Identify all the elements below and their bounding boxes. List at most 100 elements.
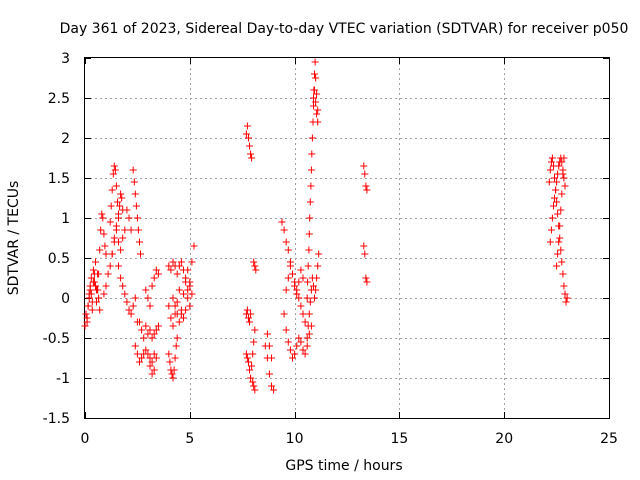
data-point (104, 270, 112, 278)
data-point (553, 198, 561, 206)
data-point (150, 366, 158, 374)
data-point (100, 290, 108, 298)
data-point (562, 298, 570, 306)
grid-lines (85, 58, 609, 418)
x-tick-label: 10 (286, 431, 304, 447)
data-point (182, 306, 190, 314)
data-point (250, 338, 258, 346)
data-point (115, 238, 122, 246)
data-point (87, 290, 95, 298)
data-point (558, 158, 566, 166)
data-point (284, 338, 292, 346)
data-point (142, 322, 150, 330)
data-point (152, 354, 160, 362)
data-points (81, 58, 571, 394)
data-point (247, 150, 255, 158)
data-point (361, 170, 369, 178)
data-point (117, 274, 125, 282)
y-tick-label: 3 (61, 51, 70, 67)
data-point (246, 142, 253, 150)
data-point (280, 310, 288, 318)
data-point (311, 70, 318, 78)
data-point (243, 306, 251, 314)
data-point (140, 334, 148, 342)
data-point (150, 330, 158, 338)
data-point (546, 238, 554, 246)
data-point (82, 310, 90, 318)
data-point (171, 310, 179, 318)
data-point (81, 322, 89, 330)
data-point (83, 314, 91, 322)
data-point (152, 326, 160, 334)
data-point (363, 278, 371, 286)
data-point (312, 98, 320, 106)
data-point (311, 86, 318, 94)
data-point (148, 334, 156, 342)
data-point (177, 310, 185, 318)
data-point (246, 318, 253, 326)
data-point (148, 370, 156, 378)
data-point (154, 322, 162, 330)
data-point (152, 266, 160, 274)
data-point (305, 330, 313, 338)
data-point (314, 106, 322, 114)
data-point (186, 302, 194, 310)
data-point (142, 286, 150, 294)
data-point (251, 262, 259, 270)
data-point (295, 294, 303, 302)
data-point (314, 262, 322, 270)
data-point (286, 346, 294, 354)
y-tick-label: 2.5 (48, 91, 70, 107)
data-point (101, 242, 109, 250)
data-point (146, 354, 154, 362)
data-point (551, 174, 558, 182)
data-point (299, 346, 307, 354)
data-point (121, 226, 129, 234)
x-tick-label: 15 (390, 431, 408, 447)
data-point (166, 358, 174, 366)
data-point (554, 210, 562, 218)
y-tick-label: 1.5 (48, 171, 70, 187)
data-point (248, 362, 256, 370)
data-point (553, 178, 561, 186)
data-point (109, 170, 117, 178)
data-point (252, 266, 260, 274)
data-point (307, 182, 315, 190)
data-point (188, 290, 196, 298)
data-point (112, 182, 120, 190)
data-point (142, 346, 150, 354)
data-point (297, 266, 305, 274)
data-point (362, 274, 370, 282)
data-point (559, 270, 567, 278)
data-point (110, 162, 118, 170)
data-point (165, 262, 173, 270)
data-point (548, 154, 556, 162)
data-point (304, 322, 312, 330)
data-point (251, 386, 259, 394)
data-point (550, 202, 557, 210)
data-point (245, 358, 252, 366)
data-point (559, 170, 567, 178)
data-point (560, 282, 568, 290)
data-point (310, 282, 317, 290)
data-point (314, 118, 322, 126)
data-point (554, 250, 562, 258)
data-point (97, 226, 105, 234)
data-point (561, 182, 569, 190)
data-point (242, 130, 250, 138)
data-point (117, 246, 125, 254)
data-point (268, 382, 275, 390)
data-point (243, 354, 251, 362)
data-point (94, 286, 102, 294)
data-point (362, 182, 370, 190)
data-point (307, 166, 315, 174)
data-point (560, 154, 568, 162)
data-point (184, 294, 192, 302)
data-point (169, 258, 177, 266)
axis-ticks: 0 5 10 15 20 25 -1.5 -1 -0.5 0 0.5 1 1.5 2 2.5 3 (43, 51, 618, 447)
y-tick-label: -1.5 (43, 411, 70, 427)
data-point (278, 218, 286, 226)
data-point (98, 210, 106, 218)
data-point (308, 150, 316, 158)
